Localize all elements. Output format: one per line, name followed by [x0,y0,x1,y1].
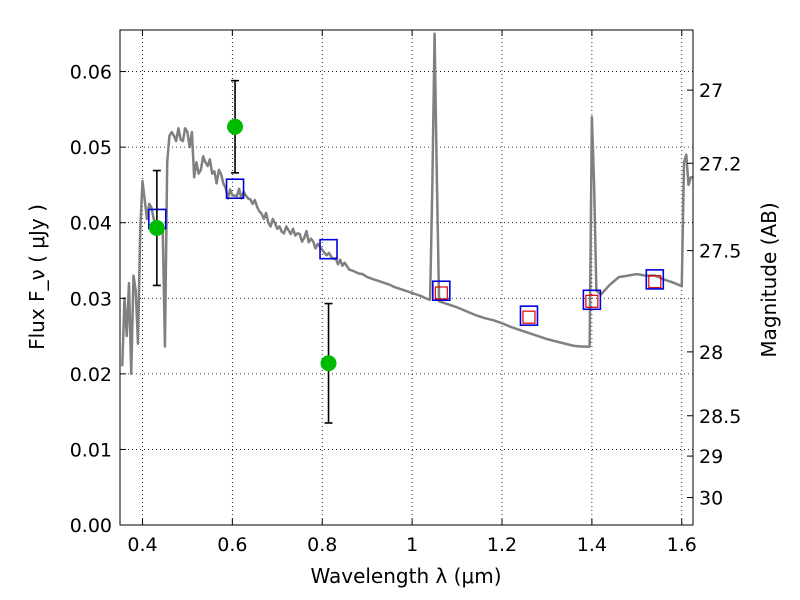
observed-point [148,220,165,236]
blue-model-square [582,289,602,311]
x-axis-label: Wavelength λ (μm) [310,564,501,588]
sed-model-line [121,32,693,376]
right-tick-label: 28 [699,342,723,364]
x-tick-label: 1.4 [577,534,607,556]
x-tick-label: 0.6 [217,534,247,556]
right-tick-label: 29 [699,446,723,468]
y-tick-label: 0.04 [70,213,112,235]
blue-model-square [519,305,539,326]
red-model-square [585,294,599,308]
y-tick-label: 0.05 [70,137,112,159]
red-model-square [434,286,448,300]
blue-model-square [225,178,245,200]
plot-area [121,32,693,424]
y-tick-label: 0.00 [70,515,112,537]
blue-model-square [319,238,338,260]
blue-model-square [432,280,451,302]
x-tick-label: 1.2 [487,534,517,556]
x-tick-label: 0.4 [127,534,157,556]
red-model-square [522,310,536,324]
x-tick-label: 0.8 [307,534,337,556]
y-tick-label: 0.02 [70,364,112,386]
blue-model-square [645,269,665,290]
observed-point [320,355,337,372]
red-model-square [648,275,662,289]
right-tick-label: 30 [699,488,723,510]
right-tick-label: 27 [699,80,723,102]
y-axis-label: Flux F_ν ( μJy ) [25,204,49,350]
observed-point [227,118,244,135]
grid [120,30,693,526]
right-tick-label: 27.5 [699,241,741,263]
right-tick-label: 28.5 [699,406,741,428]
y-tick-label: 0.01 [70,439,112,461]
plot-frame [119,29,694,526]
right-tick-label: 27.2 [699,153,741,175]
y-tick-label: 0.03 [70,288,112,310]
axes: 0.4 0.6 0.8 1 1.2 1.4 1.6 0.00 0.01 0.02 0.03 0.04 0… [70,30,741,556]
x-tick-label: 1.6 [667,534,697,556]
y-tick-label: 0.06 [70,62,112,84]
right-axis-label: Magnitude (AB) [757,202,781,357]
x-tick-label: 1 [406,534,418,556]
